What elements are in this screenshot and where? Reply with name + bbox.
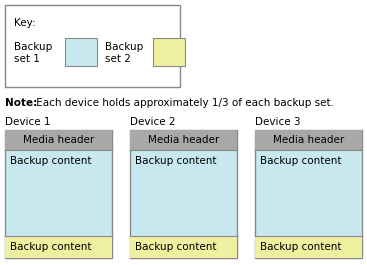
- Text: Media header: Media header: [23, 135, 94, 145]
- Bar: [5, 5, 180, 87]
- Bar: [255, 130, 362, 258]
- Text: Backup content: Backup content: [135, 242, 217, 252]
- Bar: [5, 236, 112, 258]
- Bar: [255, 130, 362, 150]
- Bar: [130, 236, 237, 258]
- Text: Key:: Key:: [14, 18, 36, 28]
- Bar: [130, 130, 237, 258]
- Bar: [65, 38, 97, 66]
- Text: Media header: Media header: [148, 135, 219, 145]
- Text: Device 1: Device 1: [5, 117, 51, 127]
- Text: Media header: Media header: [273, 135, 344, 145]
- Bar: [5, 130, 112, 150]
- Text: set 1: set 1: [14, 54, 40, 64]
- Text: Device 2: Device 2: [130, 117, 175, 127]
- Text: Backup: Backup: [14, 42, 52, 52]
- Text: Device 3: Device 3: [255, 117, 301, 127]
- Text: Backup: Backup: [105, 42, 143, 52]
- Text: Note:: Note:: [5, 98, 37, 108]
- Text: Backup content: Backup content: [10, 242, 91, 252]
- Text: Backup content: Backup content: [135, 156, 217, 166]
- Bar: [153, 38, 185, 66]
- Bar: [5, 130, 112, 258]
- Text: Backup content: Backup content: [260, 242, 342, 252]
- Text: Each device holds approximately 1/3 of each backup set.: Each device holds approximately 1/3 of e…: [33, 98, 334, 108]
- Bar: [255, 236, 362, 258]
- Text: Backup content: Backup content: [260, 156, 342, 166]
- Text: Backup content: Backup content: [10, 156, 91, 166]
- Text: set 2: set 2: [105, 54, 131, 64]
- Bar: [130, 130, 237, 150]
